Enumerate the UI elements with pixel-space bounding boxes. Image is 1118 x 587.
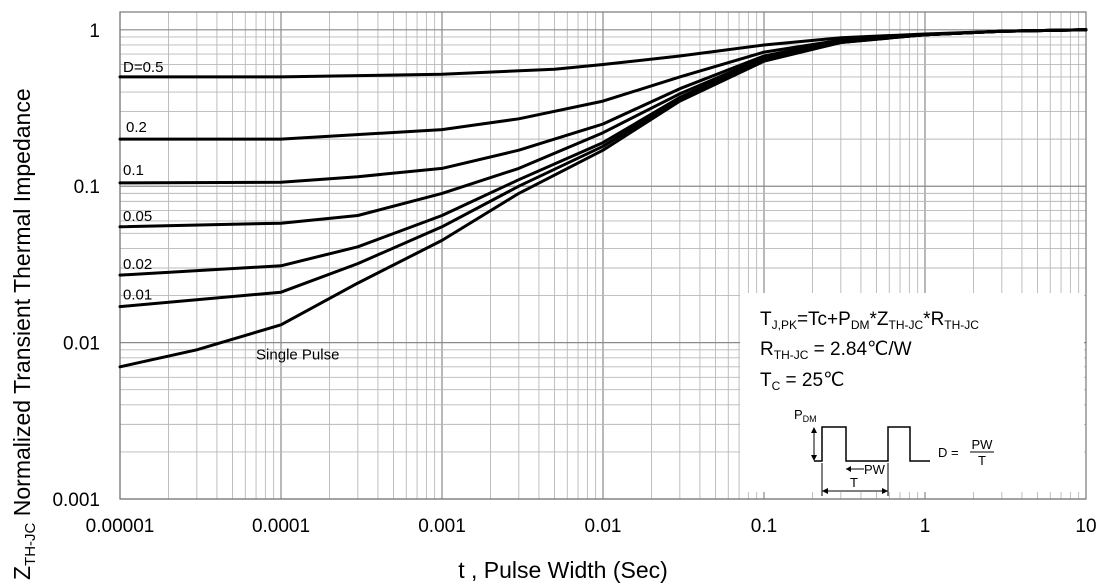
y-tick-labels: 0.001 0.01 0.1 1 [52,21,100,511]
x-tick-label: 10 [1075,516,1096,537]
duty-denominator: T [978,453,986,468]
pdm-arrow-head-top [811,427,817,433]
formula-z: *Z [869,309,889,330]
y-tick-label: 0.1 [74,177,100,198]
t-arrow-head-right [882,488,888,494]
t-arrow-head-left [822,488,828,494]
curve-label: 0.05 [123,208,152,225]
rthjc-value: = 2.84℃/W [808,339,912,360]
pdm-main: P [794,407,803,422]
curve-label: 0.2 [126,119,147,136]
curve-single-pulse [118,28,1088,369]
formula-box: TJ,PK=Tc+PDM*ZTH-JC*RTH-JC RTH-JC = 2.84… [740,293,1084,496]
pdm-sub: DM [803,414,817,424]
pdm-label: PDM [794,407,817,424]
curve-label: 0.1 [123,162,144,179]
formula-r-sub: TH-JC [944,318,979,332]
formula-line-tjpk: TJ,PK=Tc+PDM*ZTH-JC*RTH-JC [760,309,979,332]
formula-pdm: =Tc+P [796,309,851,330]
curve-labels: D=0.5 0.2 0.1 0.05 0.02 0.01 Single Pulse [123,59,339,364]
formula-r: *R [923,309,945,330]
formula-line-tc: TC = 25℃ [760,369,844,393]
formula-z-sub: TH-JC [888,318,924,332]
plot-frame [119,11,1087,500]
tc-t: T [760,370,772,391]
rthjc-sub: TH-JC [773,348,809,362]
formula-t-sub: J,PK [771,318,797,332]
y-axis-title-rest: Normalized Transient Thermal Impedance [9,88,35,522]
x-tick-label: 0.00001 [86,516,155,537]
t-label: T [850,475,858,490]
y-tick-label: 0.01 [63,334,100,355]
curves-group [118,28,1088,369]
pdm-arrow-head-bottom [811,455,817,461]
x-tick-labels: 0.00001 0.0001 0.001 0.01 0.1 1 10 [86,516,1097,537]
curve-label: Single Pulse [256,346,339,363]
pulse-diagram: PDM PW T D = PW T [794,407,994,496]
y-axis-title: ZTH-JC Normalized Transient Thermal Impe… [9,88,39,580]
tc-sub: C [771,379,781,393]
duty-label: D = [938,445,959,460]
curve-label: D=0.5 [123,59,163,76]
formula-t: T [760,309,772,330]
pw-arrow-head [846,466,851,472]
pulse-waveform [814,426,930,462]
y-tick-label: 1 [89,21,100,42]
x-tick-label: 0.01 [585,516,622,537]
formula-pdm-sub: DM [850,318,870,332]
y-axis-title-sub: TH-JC [22,522,39,565]
rthjc-r: R [760,339,774,360]
duty-numerator: PW [972,437,994,452]
y-axis-title-main: Z [9,566,35,580]
formula-line-rthjc: RTH-JC = 2.84℃/W [760,338,912,362]
x-tick-label: 0.001 [418,516,466,537]
x-axis-title: t , Pulse Width (Sec) [458,557,668,583]
curve-label: 0.01 [123,287,152,304]
x-tick-label: 0.1 [751,516,777,537]
y-tick-label: 0.001 [52,490,100,511]
tc-value: = 25℃ [780,370,845,391]
pw-label: PW [864,462,886,477]
curve-label: 0.02 [123,256,152,273]
x-tick-label: 1 [920,516,931,537]
x-tick-label: 0.0001 [252,516,310,537]
